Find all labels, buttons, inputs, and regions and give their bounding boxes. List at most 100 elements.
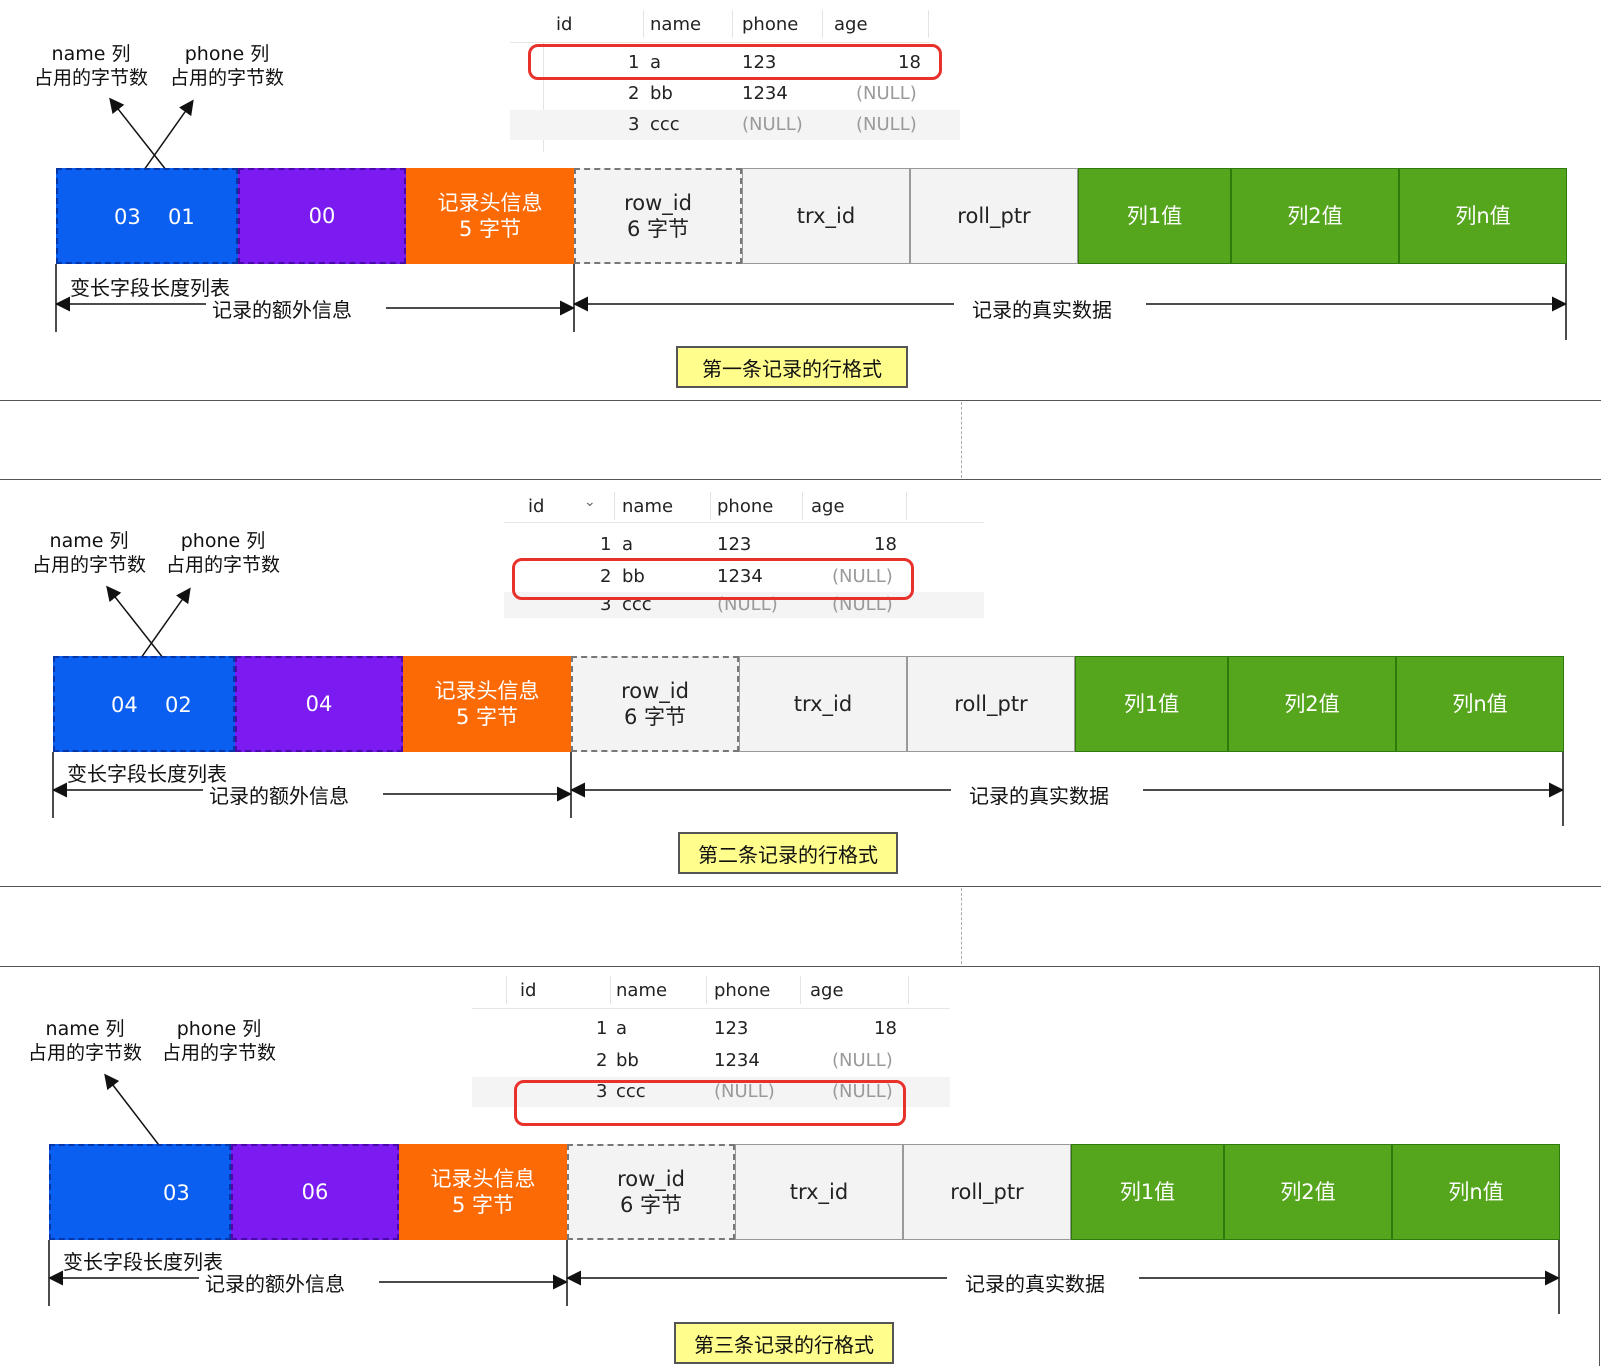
col1-value-cell: 列1值 bbox=[1078, 168, 1231, 264]
var-length-list-cell: 03 01 bbox=[56, 168, 238, 264]
annotation-title: phone 列 bbox=[180, 530, 266, 552]
cell-phone: 1234 bbox=[717, 566, 763, 587]
var-length-a: 04 bbox=[111, 693, 138, 717]
real-data-label: 记录的真实数据 bbox=[965, 1272, 1105, 1296]
record-header-label: 记录头信息 bbox=[434, 679, 540, 703]
var-length-list-label: 变长字段长度列表 bbox=[67, 762, 227, 786]
annotation-title: phone 列 bbox=[184, 43, 270, 65]
cell-phone: 1234 bbox=[714, 1050, 760, 1071]
col-sep bbox=[822, 10, 823, 38]
table-header: id name phone age bbox=[472, 972, 950, 1009]
roll-ptr-cell: roll_ptr bbox=[903, 1144, 1071, 1240]
cell-id: 2 bbox=[596, 1050, 608, 1071]
cell-age: (NULL) bbox=[856, 83, 917, 104]
record-header-cell: 记录头信息 5 字节 bbox=[403, 656, 571, 752]
record-panel-2: id ⌄ name phone age 1 a 123 18 2 bb 1234… bbox=[0, 486, 1601, 886]
col-sep bbox=[543, 42, 544, 152]
table-row: 1 a 123 18 bbox=[510, 48, 950, 78]
cell-id: 1 bbox=[596, 1018, 608, 1039]
range-arrows bbox=[48, 1240, 1560, 1314]
col-sep bbox=[800, 976, 801, 1004]
name-col-annotation: name 列 占用的字节数 bbox=[20, 1017, 150, 1065]
cell-name: a bbox=[622, 534, 634, 555]
row-id-cell: row_id 6 字节 bbox=[574, 168, 742, 264]
real-data-label: 记录的真实数据 bbox=[969, 784, 1109, 808]
dashed-connector bbox=[961, 888, 962, 964]
name-col-annotation: name 列 占用的字节数 bbox=[26, 42, 156, 90]
var-length-b: 02 bbox=[165, 693, 192, 717]
cell-id: 1 bbox=[600, 534, 612, 555]
row-id-label: row_id bbox=[617, 1167, 685, 1191]
annotation-sub: 占用的字节数 bbox=[27, 1042, 142, 1064]
highlight-box bbox=[528, 44, 942, 80]
cell-name: a bbox=[616, 1018, 628, 1039]
extra-info-label: 记录的额外信息 bbox=[205, 1272, 345, 1296]
cell-id: 1 bbox=[628, 52, 640, 73]
cell-phone: (NULL) bbox=[714, 1081, 775, 1102]
cell-id: 3 bbox=[600, 594, 612, 615]
coln-value-cell: 列n值 bbox=[1392, 1144, 1560, 1240]
record-header-label: 记录头信息 bbox=[430, 1167, 536, 1191]
record-title: 第一条记录的行格式 bbox=[676, 346, 908, 388]
table-row: 1 a 123 18 bbox=[504, 530, 984, 560]
cell-age: 18 bbox=[874, 534, 897, 555]
cell-phone: 123 bbox=[714, 1018, 749, 1039]
name-col-annotation: name 列 占用的字节数 bbox=[24, 529, 154, 577]
roll-ptr-cell: roll_ptr bbox=[910, 168, 1078, 264]
table-header: id name phone age bbox=[510, 6, 930, 43]
row-id-label: row_id bbox=[624, 191, 692, 215]
row-id-cell: row_id 6 字节 bbox=[567, 1144, 735, 1240]
row-id-size: 6 字节 bbox=[626, 217, 690, 241]
header-id: id bbox=[520, 980, 537, 1001]
panel-border bbox=[1599, 966, 1600, 1366]
col2-value-cell: 列2值 bbox=[1224, 1144, 1392, 1240]
cell-name: bb bbox=[650, 83, 673, 104]
record-header-label: 记录头信息 bbox=[437, 191, 543, 215]
row-id-label: row_id bbox=[621, 679, 689, 703]
extra-info-label: 记录的额外信息 bbox=[209, 784, 349, 808]
col-sep bbox=[506, 976, 507, 1004]
cell-id: 3 bbox=[596, 1081, 608, 1102]
trx-id-cell: trx_id bbox=[735, 1144, 903, 1240]
cell-age: (NULL) bbox=[856, 114, 917, 135]
cell-age: 18 bbox=[874, 1018, 897, 1039]
trx-id-cell: trx_id bbox=[742, 168, 910, 264]
record-panel-1: id name phone age 1 a 123 18 2 bb 1234 (… bbox=[0, 0, 1601, 400]
header-phone: phone bbox=[717, 496, 774, 517]
cell-age: (NULL) bbox=[832, 1081, 893, 1102]
col-sep bbox=[710, 492, 711, 520]
roll-ptr-cell: roll_ptr bbox=[907, 656, 1075, 752]
header-name: name bbox=[650, 14, 702, 35]
cell-name: bb bbox=[616, 1050, 639, 1071]
var-length-list-cell: 04 02 bbox=[53, 656, 235, 752]
col-sep bbox=[643, 10, 644, 38]
chevron-down-icon[interactable]: ⌄ bbox=[584, 494, 596, 510]
header-phone: phone bbox=[714, 980, 771, 1001]
row-id-cell: row_id 6 字节 bbox=[571, 656, 739, 752]
cell-name: ccc bbox=[616, 1081, 646, 1102]
header-age: age bbox=[834, 14, 868, 35]
dashed-connector bbox=[961, 402, 962, 478]
cell-phone: 123 bbox=[717, 534, 752, 555]
phone-col-annotation: phone 列 占用的字节数 bbox=[154, 1017, 284, 1065]
annotation-sub: 占用的字节数 bbox=[31, 554, 146, 576]
record-title: 第三条记录的行格式 bbox=[674, 1322, 894, 1364]
var-length-list-cell: 03 bbox=[49, 1144, 231, 1240]
record-title: 第二条记录的行格式 bbox=[678, 832, 898, 874]
phone-col-annotation: phone 列 占用的字节数 bbox=[158, 529, 288, 577]
cell-age: (NULL) bbox=[832, 1050, 893, 1071]
col2-value-cell: 列2值 bbox=[1231, 168, 1399, 264]
table-row: 2 bb 1234 (NULL) bbox=[472, 1046, 950, 1076]
col1-value-cell: 列1值 bbox=[1071, 1144, 1224, 1240]
header-name: name bbox=[616, 980, 668, 1001]
col-sep bbox=[614, 492, 615, 520]
record-header-cell: 记录头信息 5 字节 bbox=[399, 1144, 567, 1240]
annotation-sub: 占用的字节数 bbox=[33, 67, 148, 89]
highlight-box bbox=[514, 1080, 906, 1126]
cell-name: bb bbox=[622, 566, 645, 587]
annotation-sub: 占用的字节数 bbox=[165, 554, 280, 576]
null-list-cell: 06 bbox=[231, 1144, 399, 1240]
row-id-size: 6 字节 bbox=[623, 705, 687, 729]
cell-phone: 123 bbox=[742, 52, 777, 73]
header-age: age bbox=[811, 496, 845, 517]
